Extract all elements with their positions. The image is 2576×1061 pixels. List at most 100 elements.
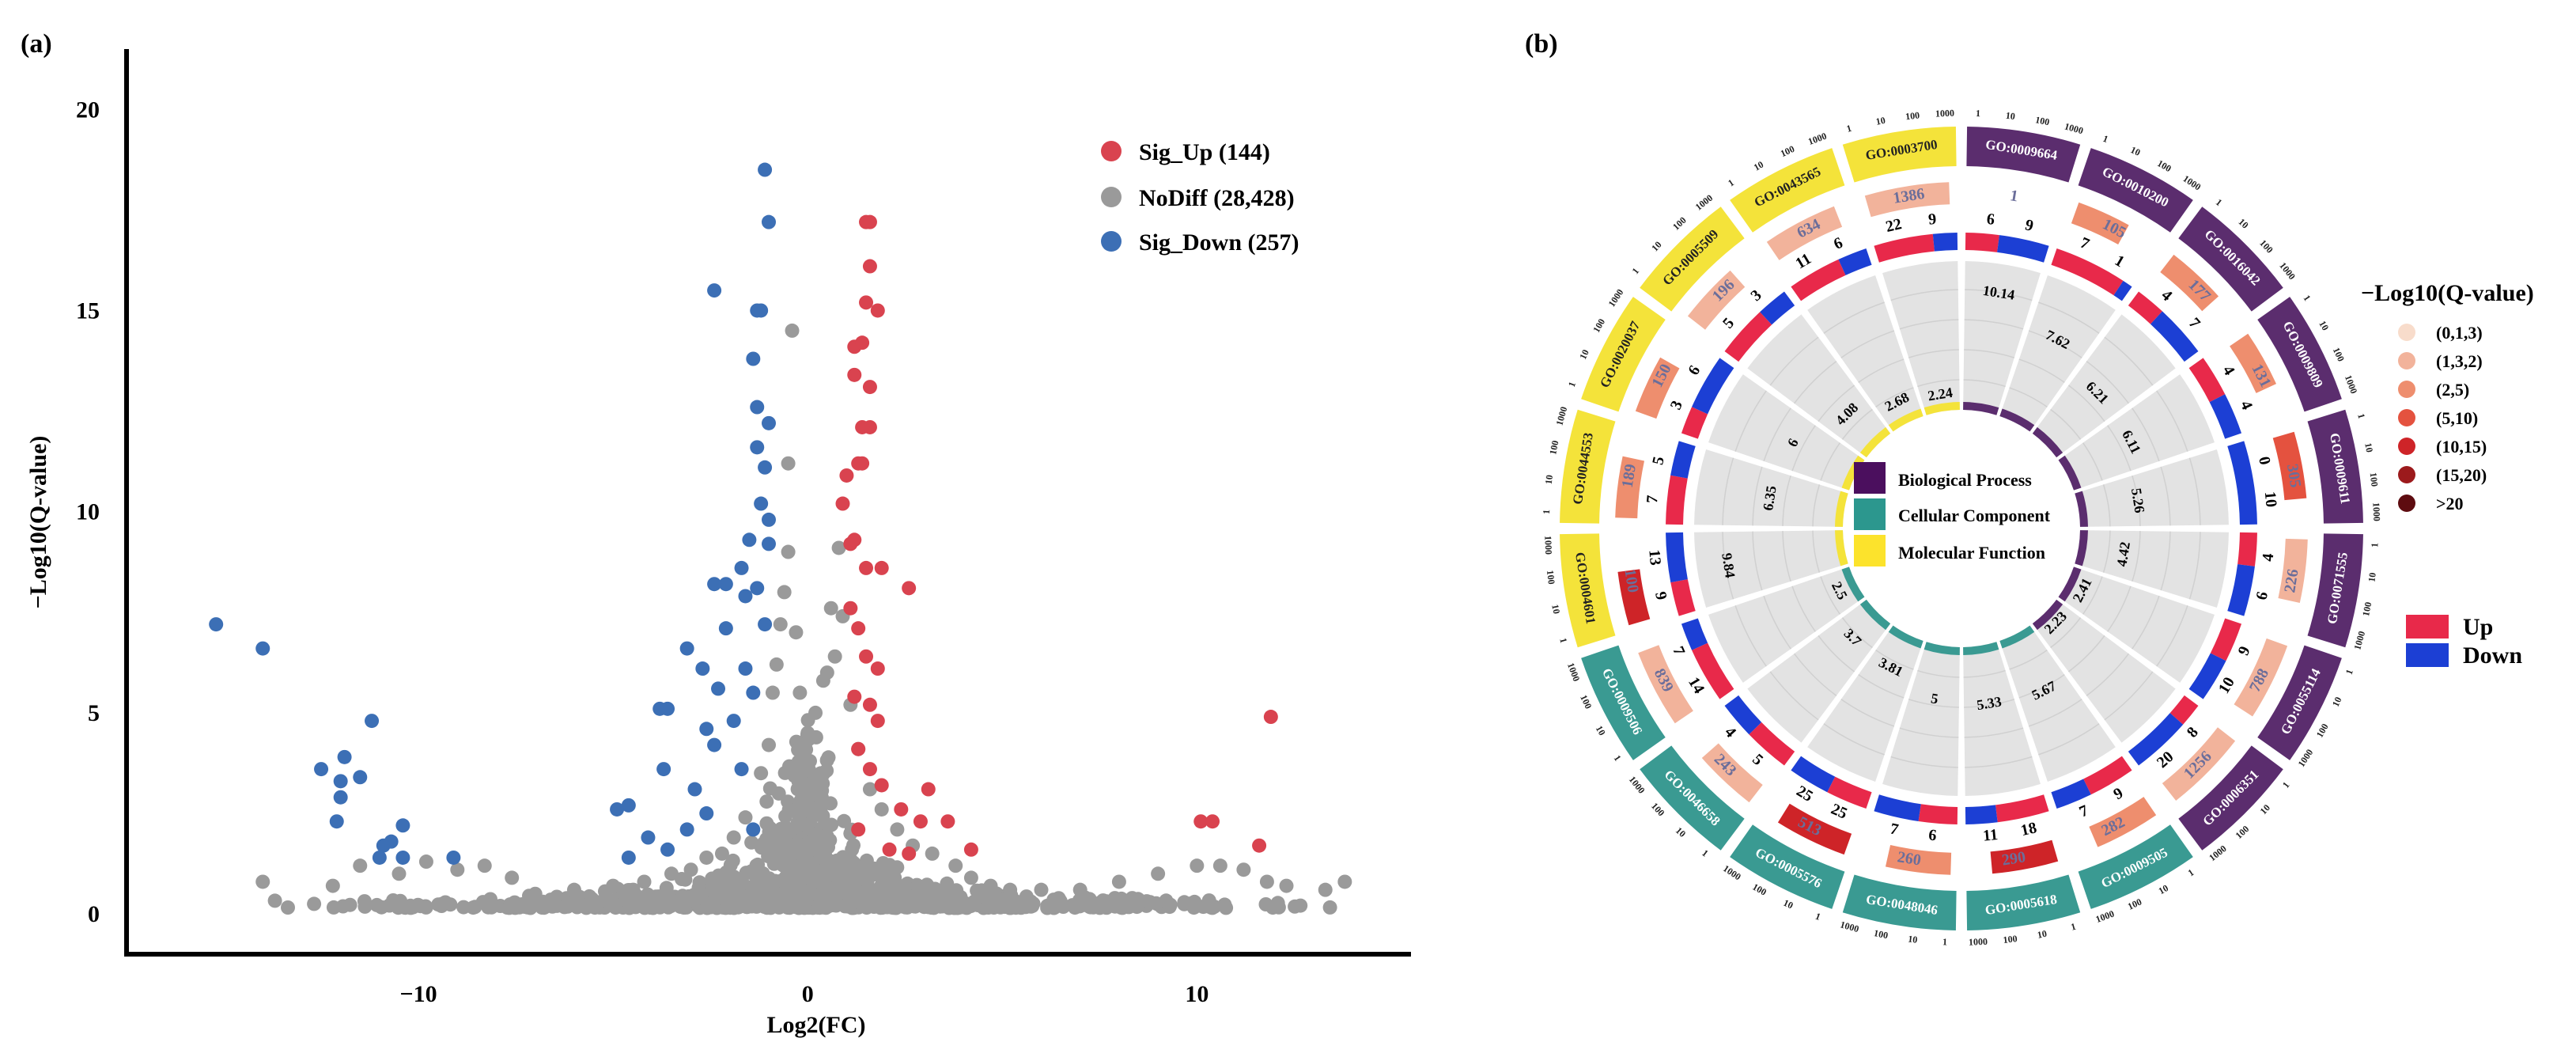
nodiff-point [754,766,769,781]
nodiff-point [1219,900,1234,915]
grid-ring [2082,576,2103,615]
rich-factor-track [2058,566,2215,683]
count-tick-label: 1 [1814,911,1821,923]
rich-factor-track [1882,261,1960,415]
up-regulated-arc [1827,776,1872,809]
sig-up-point [859,560,874,575]
sig-down-point [746,685,761,700]
count-tick-label: 1000 [1693,192,1715,213]
nodiff-point [804,777,819,792]
nodiff-point [1079,896,1094,911]
down-regulated-arc [2051,779,2091,809]
count-tick-label: 1 [1629,266,1641,276]
go-term-band [2307,409,2363,524]
sig-down-point [738,589,753,604]
go-term-band [2257,297,2342,412]
up-count-label: 7 [1644,495,1662,504]
nodiff-point [777,585,792,600]
grid-ring [1769,336,1819,386]
x-tick-label: 0 [802,981,814,1007]
grid-ring [1769,671,1819,721]
grid-ring [1782,531,1791,582]
legend-nodiff-marker [1101,187,1122,207]
sig-down-point [255,641,270,656]
sig-up-point [1205,814,1220,829]
gene-count-label: 260 [1896,848,1922,869]
sig-up-point [851,621,866,636]
sig-down-point [707,577,722,592]
sig-down-point [660,701,675,716]
count-tick-label: 100 [2003,933,2018,945]
grid-ring [1734,605,1767,667]
nodiff-point [1034,882,1049,897]
down-regulated-arc [1724,695,1762,735]
grid-ring [2156,605,2188,667]
nodiff-point [798,817,813,832]
down-regulated-arc [1681,618,1708,650]
qvalue-legend-marker [2398,352,2415,369]
sig-down-point [610,801,625,817]
nodiff-point [357,894,372,909]
nodiff-point [777,765,792,780]
count-tick-label: 100 [1649,801,1667,819]
grid-ring [1763,407,1791,462]
nodiff-point [762,737,776,752]
nodiff-point [900,900,915,915]
qvalue-legend-label: (15,20) [2436,465,2487,485]
nodiff-point [1322,900,1337,915]
nodiff-point [1003,882,1018,897]
sig-down-point [621,850,636,865]
volcano-legend: Sig_Up (144) NoDiff (28,428) Sig_Down (2… [1101,139,1299,256]
qvalue-legend-title: −Log10(Q-value) [2361,280,2534,306]
nodiff-point [769,657,784,672]
sig-down-point [314,762,329,777]
qvalue-legend-label: (10,15) [2436,437,2487,457]
down-regulated-arc [2227,564,2255,616]
gene-count-label: 189 [1619,463,1640,489]
rich-factor-label: 5 [1930,690,1939,707]
go-term-band [2178,207,2283,312]
sig-down-point [758,460,773,475]
count-tick-label: 100 [1578,693,1594,710]
nodiff-point [749,858,764,873]
sig-up-point [870,303,885,318]
nodiff-point [629,888,644,903]
nodiff-point [774,821,789,836]
legend-sig-up-label: Sig_Up (144) [1139,139,1270,165]
count-tick-label: 1000 [2094,908,2116,925]
up-regulated-arc [2237,532,2257,566]
count-tick-label: 10 [1577,348,1591,362]
rich-factor-track [1807,275,1923,432]
down-count-label: 7 [1669,644,1688,658]
grid-ring [1917,379,1960,388]
grid-ring [1964,727,2024,738]
nodiff-point [382,898,397,913]
grid-ring [1840,699,1895,727]
nodiff-point [876,877,891,892]
grid-ring [1752,531,1763,591]
grid-ring [1722,457,1734,525]
gene-count-bar [1766,206,1843,260]
down-regulated-arc [2227,441,2257,525]
sig-up-point [1263,710,1278,725]
count-tick-label: 100 [2314,722,2331,740]
rich-factor-bar [2032,426,2063,458]
count-tick-label: 1000 [1839,919,1860,934]
grid-ring [1965,756,2033,768]
count-tick-label: 1 [1845,123,1853,135]
count-tick-label: 10 [1549,604,1562,615]
nodiff-point [353,858,368,873]
sig-down-point [746,351,761,366]
grid-ring [1841,408,1873,440]
sig-up-point [894,801,909,817]
sig-down-point [711,681,726,696]
count-tick-label: 1000 [1935,108,1955,119]
nodiff-point [781,802,796,817]
count-tick-label: 10 [2037,928,2048,941]
down-count-label: 4 [2237,398,2256,412]
grid-ring [2086,361,2129,404]
down-regulated-arc [1666,532,1688,583]
count-tick-label: 10 [1594,724,1608,737]
count-tick-label: 10 [2317,319,2331,332]
down-count-label: 7 [1889,820,1901,839]
